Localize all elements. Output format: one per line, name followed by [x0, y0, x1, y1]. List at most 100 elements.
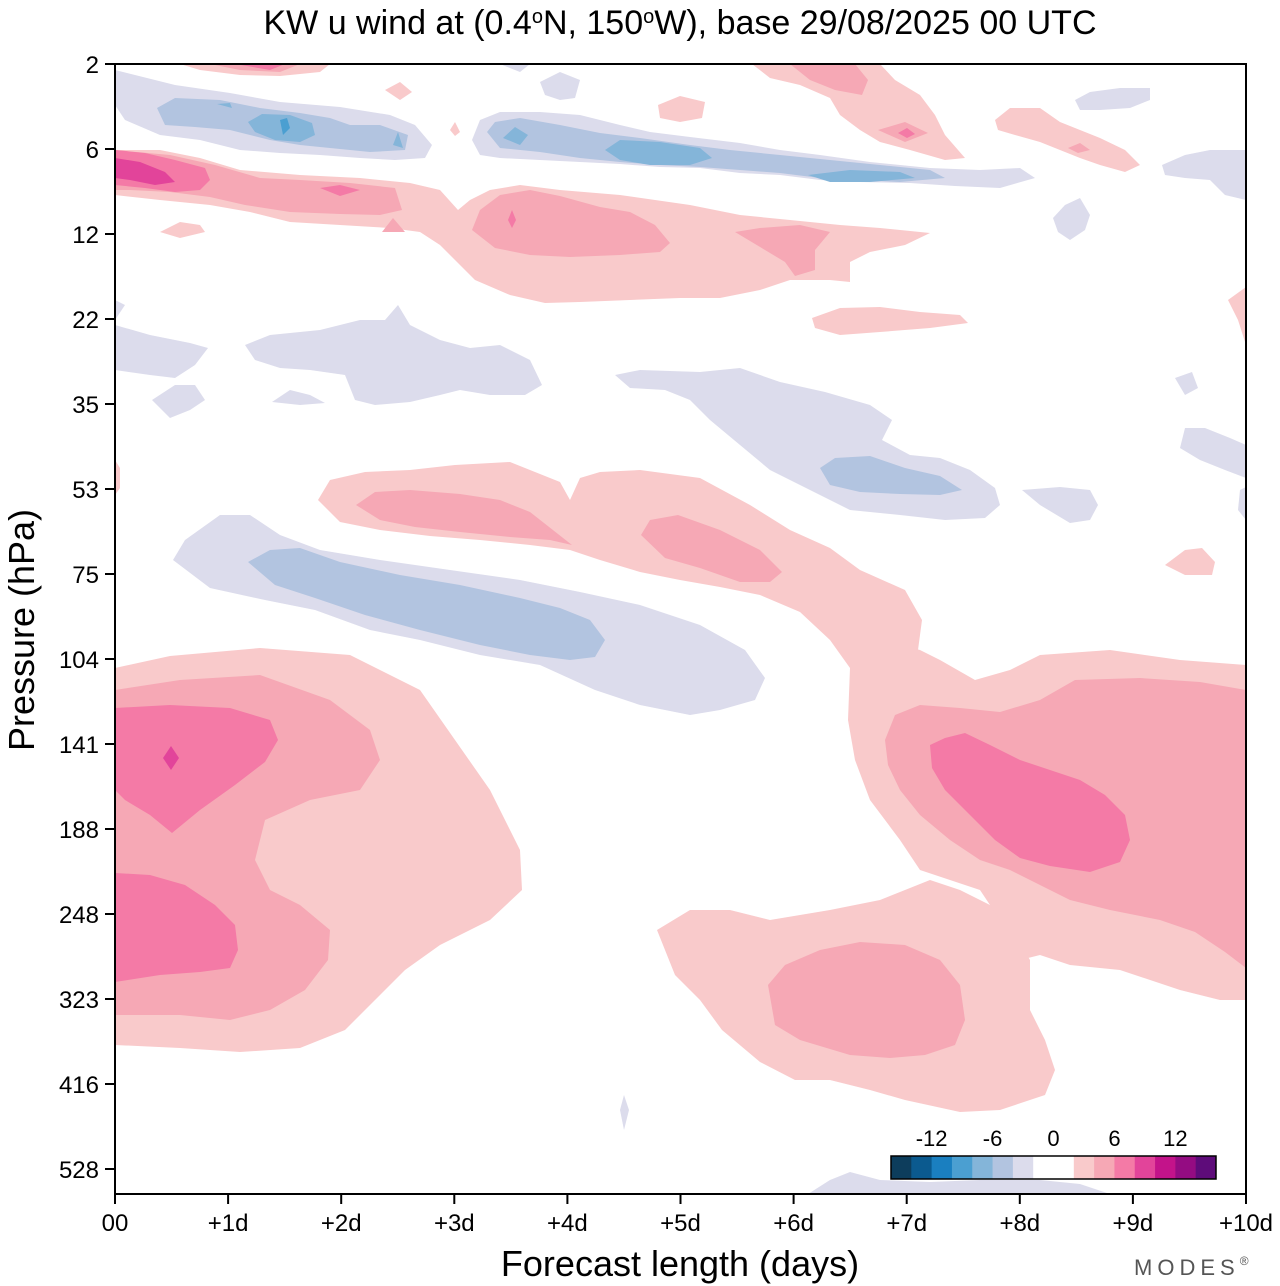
chart-title-mid: N, 150	[543, 4, 643, 42]
y-tick-label: 528	[59, 1157, 99, 1184]
contour-negative-2-far-right-3	[1238, 487, 1246, 520]
contour-positive-6-top-1	[235, 64, 285, 70]
colorbar-swatch	[1053, 1156, 1075, 1179]
contour-positive-6-stratosphere-3	[508, 210, 516, 228]
contour-positive-6-top-4	[898, 128, 915, 138]
colorbar-swatch	[1094, 1156, 1115, 1179]
plot-area	[114, 63, 1247, 1195]
contour-positive-2-far-right-mid	[1165, 548, 1215, 575]
contour-positive-2-stratosphere-left	[160, 222, 205, 238]
y-tick-label: 35	[72, 392, 99, 419]
contour-negative-8-stratosphere	[280, 118, 290, 135]
contour-positive-6-stratosphere-2	[320, 185, 360, 196]
y-axis: 2 6 12 22 35 53 75 104 141 188 248 323 416 528	[59, 52, 115, 1184]
contour-positive-2-top-6	[995, 108, 1140, 172]
contour-positive-4-stratosphere-3	[735, 225, 830, 276]
x-tick-label: +2d	[321, 1210, 362, 1237]
contour-fills	[115, 64, 1246, 1194]
colorbar-swatch	[1073, 1156, 1095, 1179]
chart-title-pre: KW u wind at (0.4	[263, 4, 531, 42]
contour-positive-4-top-3	[790, 64, 868, 95]
contour-positive-4-stratosphere-2	[472, 190, 670, 257]
y-tick-label: 188	[59, 817, 99, 844]
x-tick-label: +7d	[886, 1210, 927, 1237]
colorbar-swatch	[1195, 1156, 1217, 1179]
y-tick-label: 104	[59, 647, 99, 674]
contour-negative-4-stratosphere-2	[487, 118, 945, 182]
colorbar-swatch	[1033, 1156, 1054, 1179]
contour-negative-2-far-right-2	[1022, 487, 1098, 523]
colorbar-swatch	[951, 1156, 973, 1179]
y-tick-label: 416	[59, 1072, 99, 1099]
contour-positive-4-stratosphere-4	[382, 218, 405, 232]
contour-negative-2-top-8	[540, 72, 580, 100]
y-tick-label: 248	[59, 902, 99, 929]
colorbar-swatch	[972, 1156, 994, 1179]
contour-positive-2-top-7	[450, 122, 460, 136]
contour-negative-2-top-9	[500, 64, 530, 72]
contour-positive-2-top-5	[658, 96, 705, 122]
modes-brand: MODES®	[1134, 1254, 1249, 1280]
colorbar-frame	[890, 1155, 1217, 1180]
x-axis: 00 +1d +2d +3d +4d +5d +6d +7d +8d +9d +10d	[102, 1194, 1273, 1237]
contour-negative-6-stratosphere-3	[503, 127, 528, 145]
colorbar-tick-label: 12	[1163, 1126, 1187, 1151]
y-axis-label: Pressure (hPa)	[1, 509, 42, 751]
colorbar-tick-label: 0	[1047, 1126, 1059, 1151]
contour-negative-2-upper-left-4	[272, 390, 325, 405]
x-tick-label: +4d	[547, 1210, 588, 1237]
colorbar-swatch	[1012, 1156, 1034, 1179]
contour-negative-2-lower-streak	[620, 1095, 629, 1130]
colorbar-tick-label: 6	[1108, 1126, 1120, 1151]
contour-negative-6-stratosphere-2	[605, 140, 712, 165]
y-tick-label: 75	[72, 562, 99, 589]
contour-positive-2-upper-right-22	[812, 307, 968, 335]
contour-positive-6-lower-left-2	[115, 873, 238, 982]
x-tick-label: +10d	[1219, 1210, 1273, 1237]
contour-positive-4-middle-1	[356, 490, 572, 545]
contour-negative-2-upper-left-1	[115, 300, 208, 378]
x-tick-label: +8d	[999, 1210, 1040, 1237]
colorbar-swatch	[992, 1156, 1014, 1179]
contour-negative-6-stratosphere-6	[217, 103, 232, 108]
contour-negative-4-middle	[248, 548, 605, 660]
colorbar-swatch	[1134, 1156, 1156, 1179]
modes-brand-mark: ®	[1240, 1254, 1249, 1268]
y-tick-label: 6	[86, 137, 99, 164]
x-tick-label: +9d	[1113, 1210, 1154, 1237]
y-tick-label: 323	[59, 987, 99, 1014]
contour-positive-8-stratosphere	[115, 158, 175, 185]
x-tick-label: +5d	[660, 1210, 701, 1237]
y-tick-label: 2	[86, 52, 99, 79]
contour-positive-4-lower-middle	[768, 942, 965, 1058]
x-axis-label: Forecast length (days)	[501, 1243, 859, 1284]
contour-positive-4-top-6	[1068, 143, 1090, 153]
contour-negative-2-top-10	[1075, 88, 1150, 110]
contour-positive-4-middle-2	[641, 515, 782, 582]
y-tick-label: 22	[72, 307, 99, 334]
colorbar-tick-label: -12	[916, 1126, 948, 1151]
x-tick-label: +6d	[773, 1210, 814, 1237]
colorbar-swatch	[1114, 1156, 1136, 1179]
contour-positive-6-lower-right	[930, 733, 1130, 872]
chart-title-degree-1: o	[532, 6, 543, 28]
colorbar-tick-label: -6	[983, 1126, 1003, 1151]
contour-negative-2-far-right-4	[1175, 372, 1198, 395]
contour-negative-2-far-right-1	[1180, 428, 1246, 478]
contour-negative-2-bottom	[808, 1172, 1110, 1194]
y-tick-label: 53	[72, 477, 99, 504]
contour-negative-6-stratosphere-4	[808, 170, 915, 182]
contour-positive-8-lower-left	[163, 746, 179, 770]
colorbar-swatch	[891, 1156, 912, 1179]
colorbar-swatch	[1155, 1156, 1176, 1179]
contour-positive-2-top-2	[385, 82, 412, 100]
y-tick-label: 141	[59, 732, 99, 759]
contour-negative-4-upper-right	[820, 456, 962, 495]
contour-negative-6-stratosphere-5	[393, 132, 403, 148]
contour-positive-2-right-edge-upper	[1228, 287, 1246, 345]
colorbar-swatch	[931, 1156, 953, 1179]
contour-negative-2-top-12	[1053, 198, 1090, 240]
contour-negative-2-upper-left-2	[245, 305, 542, 405]
chart-title-post: W), base 29/08/2025 00 UTC	[654, 4, 1096, 42]
